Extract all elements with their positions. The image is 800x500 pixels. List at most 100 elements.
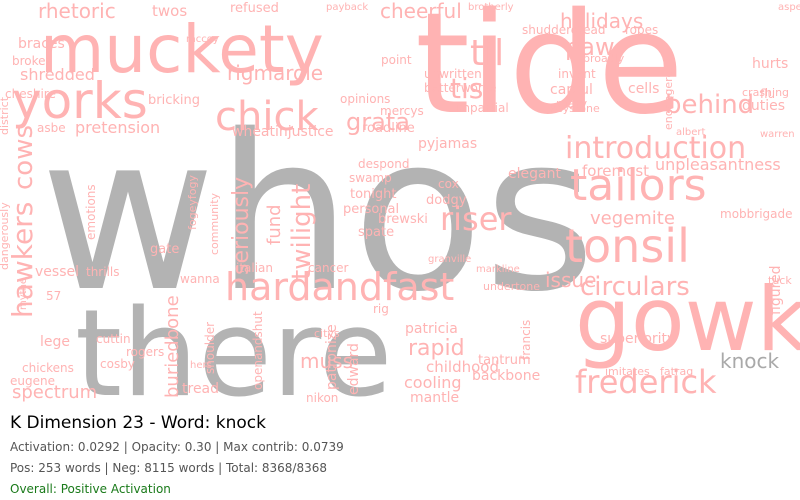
word-duties: duties [742,98,785,114]
word-vessel: vessel [35,264,79,280]
word-tailors: tailors [570,160,707,211]
word-emotions: emotions [84,184,98,240]
word-dodgy: dodgy [426,193,467,208]
word-cancer: cancer [308,261,349,275]
word-mercys: mercys [380,104,424,118]
word-shredded: shredded [20,65,95,84]
word-refused: refused [230,1,279,16]
word-patricia: patricia [405,321,458,337]
word-aspen: aspen [778,2,800,13]
word-twos: twos [152,2,187,20]
word-cells: cells [628,81,659,97]
word-rigmarole: rigmarole [227,61,323,85]
word-payback: payback [326,2,368,13]
word-cheerful: cheerful [380,0,462,23]
word-childhood: childhood [426,358,499,376]
word-counts: Pos: 253 words | Neg: 8115 words | Total… [10,461,328,475]
word-seriously: seriously [229,177,254,275]
word-undertone: undertone [483,280,540,293]
word-impartial: impartial [455,101,509,115]
word-edward: edward [346,343,362,395]
word-vegemite: vegemite [590,208,675,229]
word-backbone: backbone [472,368,540,384]
word-granville: granville [428,254,471,265]
word-wanna: wanna [180,272,220,286]
word-tread: tread [182,381,219,397]
word-warren: warren [760,129,795,140]
word-community: community [208,192,221,255]
word-muckety: muckety [40,11,324,88]
word-pyjamas: pyjamas [418,136,477,152]
word-mantle: mantle [410,390,459,405]
word-point: point [381,53,412,67]
word-mobbrigade: mobbrigade [720,207,793,221]
word-paw: paw [565,33,615,61]
word-cooling: cooling [404,373,462,392]
word-despond: despond [358,157,409,171]
word-endangered: endangered [662,64,675,130]
word-gowk: gowk [575,268,800,371]
word-introduction: introduction [565,131,746,166]
word-shudderdread: shudderdread [522,23,605,37]
word-markline: markline [476,264,520,275]
panel-title: K Dimension 23 - Word: knock [10,413,266,433]
word-twilight: twilight [287,184,317,280]
word-rhetoric: rhetoric [38,0,116,23]
word-eugene: eugene [10,374,55,388]
word-openandshut: openandshut [251,311,265,390]
word-gate: gate [150,242,179,257]
word-francis: francis [519,320,533,360]
word-roadline: roadline [362,121,415,136]
word-mythe: mythe [18,278,29,310]
word-tonight: tonight [350,187,397,202]
word-betterworse: betterworse [424,81,496,95]
word-injustice: injustice [275,124,334,140]
word-patronize: patronize [324,324,340,390]
word-broadly: broadly [583,52,625,65]
word-tide: tide [415,0,684,146]
word-hawkers: hawkers [6,202,39,318]
word-mccoy: mccoy [186,34,219,45]
word-fogeyfogy: fogeyfogy [186,175,199,230]
word-fatrag: fatrag [660,365,693,378]
word-tis: tis [450,72,483,105]
word-cox: cox [438,177,459,191]
word-rig: rig [373,302,389,316]
word-citys: citys [314,327,340,340]
word-rapid: rapid [408,336,465,361]
word-brotherly: brotherly [468,2,514,13]
word-riser: riser [440,200,512,238]
word-holidays: holidays [560,9,643,33]
word-behind: behind [665,90,754,120]
word-tantrum: tantrum [478,353,531,368]
word-crashing: crashing [742,86,789,99]
word-muss: muss [300,349,353,373]
word-spate: spate [358,225,394,240]
word-mary: mary [556,97,587,111]
word-whos: whos [40,88,596,339]
word-personal: personal [343,202,399,217]
word-thrills: thrills [86,265,120,279]
word-cosby: cosby [100,357,135,371]
word-tonsil: tonsil [565,219,690,273]
word-lege: lege [40,334,70,350]
word-figured: figured [768,265,784,315]
word-til: til [470,33,504,74]
word-opinions: opinions [340,92,390,106]
word-capful: capful [550,82,593,98]
word-there: there [75,285,392,405]
word-tuck: tuck [768,274,792,287]
word-57: 57 [46,289,61,303]
word-chickens: chickens [22,361,74,375]
word-rogers: rogers [126,345,164,359]
word-elegant: elegant [508,166,561,182]
word-buriedbone: buriedbone [162,295,183,398]
word-invent: invent [558,67,596,81]
word-albert: albert [676,127,706,138]
word-yorks: yorks [12,72,148,130]
word-circulars: circulars [580,272,690,302]
word-pretension: pretension [75,118,160,137]
word-swamp: swamp [349,171,392,185]
word-flu: flu [760,87,775,101]
